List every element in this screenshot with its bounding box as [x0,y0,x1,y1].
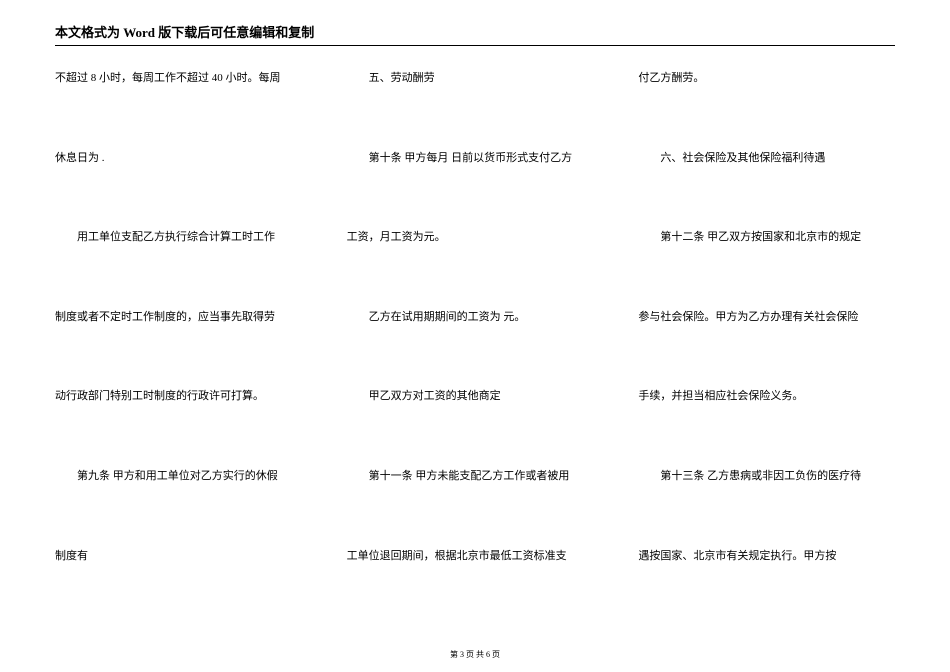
column-1: 不超过 8 小时，每周工作不超过 40 小时。每周 休息日为 . 用工单位支配乙… [55,70,312,622]
paragraph: 制度或者不定时工作制度的，应当事先取得劳 [55,309,312,327]
paragraph: 遇按国家、北京市有关规定执行。甲方按 [638,548,895,566]
paragraph: 动行政部门特别工时制度的行政许可打算。 [55,388,312,406]
paragraph: 付乙方酬劳。 [638,70,895,88]
paragraph: 休息日为 . [55,150,312,168]
column-2: 五、劳动酬劳 第十条 甲方每月 日前以货币形式支付乙方 工资，月工资为元。 乙方… [347,70,604,622]
page-footer: 第 3 页 共 6 页 [0,649,950,660]
paragraph: 第十二条 甲乙双方按国家和北京市的规定 [638,229,895,247]
paragraph: 五、劳动酬劳 [347,70,604,88]
paragraph: 六、社会保险及其他保险福利待遇 [638,150,895,168]
paragraph: 第十三条 乙方患病或非因工负伤的医疗待 [638,468,895,486]
paragraph: 手续，并担当相应社会保险义务。 [638,388,895,406]
paragraph: 第九条 甲方和用工单位对乙方实行的休假 [55,468,312,486]
paragraph: 参与社会保险。甲方为乙方办理有关社会保险 [638,309,895,327]
page-number: 第 3 页 共 6 页 [450,650,500,659]
paragraph: 工单位退回期间，根据北京市最低工资标准支 [347,548,604,566]
paragraph: 甲乙双方对工资的其他商定 [347,388,604,406]
column-3: 付乙方酬劳。 六、社会保险及其他保险福利待遇 第十二条 甲乙双方按国家和北京市的… [638,70,895,622]
paragraph: 乙方在试用期期间的工资为 元。 [347,309,604,327]
page-header: 本文格式为 Word 版下载后可任意编辑和复制 [55,22,895,46]
paragraph: 第十条 甲方每月 日前以货币形式支付乙方 [347,150,604,168]
paragraph: 制度有 [55,548,312,566]
paragraph: 工资，月工资为元。 [347,229,604,247]
paragraph: 用工单位支配乙方执行综合计算工时工作 [55,229,312,247]
paragraph: 第十一条 甲方未能支配乙方工作或者被用 [347,468,604,486]
document-content: 不超过 8 小时，每周工作不超过 40 小时。每周 休息日为 . 用工单位支配乙… [55,70,895,622]
header-title: 本文格式为 Word 版下载后可任意编辑和复制 [55,25,314,40]
paragraph: 不超过 8 小时，每周工作不超过 40 小时。每周 [55,70,312,88]
